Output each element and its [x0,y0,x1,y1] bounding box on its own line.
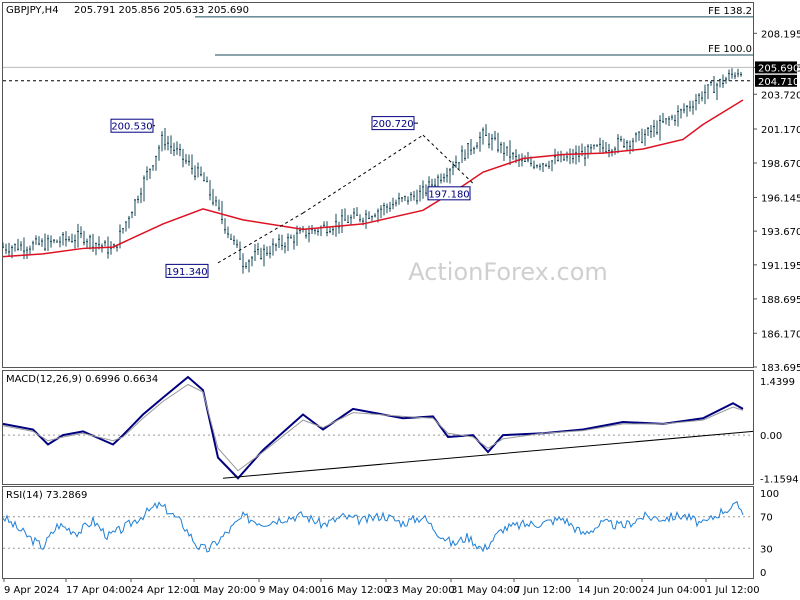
annotation-label: 200.720 [372,119,413,130]
rsi-title: RSI(14) 73.2869 [6,490,87,501]
rsi-ytick-label: 100 [760,489,779,500]
price-panel [2,2,754,368]
annotation-label: 197.180 [428,189,469,200]
price-ytick-label: 198.670 [761,159,800,170]
xtick-label: 1 May 20:00 [194,585,256,596]
macd-title: MACD(12,26,9) 0.6996 0.6634 [6,374,158,385]
macd-panel [2,370,754,485]
macd-line [2,375,744,480]
rsi-plot [2,501,753,553]
annotation-box [165,263,209,278]
rsi-panel [2,486,754,579]
price-ytick-label: 208.195 [761,29,800,40]
xtick-label: 1 Jul 12:00 [706,585,760,596]
rsi-ytick-label: 0 [760,568,766,579]
macd-ytick-label: 1.4399 [760,377,795,388]
macd-ytick-label: 0.00 [760,431,782,442]
xtick-label: 9 May 04:00 [259,585,321,596]
ohlc-readout: 205.791 205.856 205.633 205.690 [74,5,249,16]
candles [2,68,742,274]
xtick-label: 16 May 12:00 [321,585,390,596]
price-title: GBPJPY,H4 [6,5,59,16]
watermark: ActionForex.com [408,258,608,286]
macd-trend-line [222,430,754,479]
annotation-box [110,118,154,133]
annotation-label: 191.340 [166,267,207,278]
annotation-box [427,186,471,201]
price-ytick-label: 183.695 [761,363,800,374]
xtick-label: 24 Apr 12:00 [131,585,196,596]
price-tag-label: 205.690 [758,63,799,74]
xtick-label: 9 Apr 2024 [4,585,59,596]
trend-line [217,212,304,264]
price-tag [755,61,797,74]
price-ytick-label: 186.170 [761,329,800,340]
xtick-label: 23 May 20:00 [386,585,455,596]
annotation-label: 200.530 [111,122,152,133]
fib-label: FE 100.0 [708,44,752,55]
signal-line [2,383,744,472]
annotation-box [371,116,415,131]
macd-ytick-label: -1.1594 [760,475,799,486]
price-tag [755,74,797,87]
price-ytick-label: 193.670 [761,227,800,238]
fib-label: FE 138.2 [708,6,752,17]
xtick-label: 24 Jun 04:00 [642,585,706,596]
rsi-ytick-label: 30 [760,544,773,555]
rsi-ytick-label: 70 [760,513,773,524]
rsi-line [2,501,744,553]
price-ytick-label: 203.720 [761,90,800,101]
xtick-label: 17 Apr 04:00 [66,585,131,596]
xtick-label: 14 Jun 20:00 [578,585,642,596]
price-ytick-label: 196.145 [761,193,800,204]
price-tag-label: 204.710 [758,77,799,88]
price-ytick-label: 191.195 [761,261,800,272]
xtick-label: 7 Jun 12:00 [514,585,571,596]
macd-plot [2,375,754,480]
price-ytick-label: 201.170 [761,125,800,136]
price-plot: FE 138.2 FE 100.0 200.530 191.340 200.720 197… [2,6,753,278]
xtick-label: 31 May 04:00 [451,585,520,596]
price-ytick-label: 188.695 [761,295,800,306]
axes: 208.195205.695203.720201.170198.670196.1… [3,29,800,596]
